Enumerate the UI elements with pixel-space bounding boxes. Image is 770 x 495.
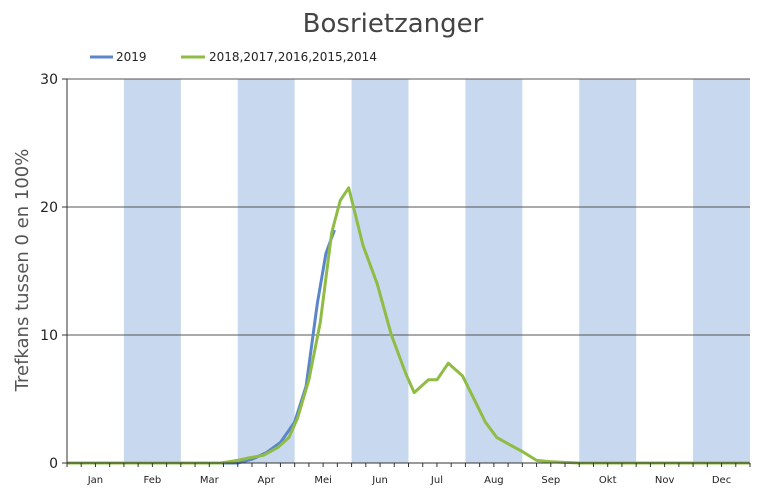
x-tick-label-jan: Jan — [87, 475, 103, 486]
x-tick-label-dec: Dec — [712, 475, 731, 486]
band-okt — [579, 79, 637, 463]
y-tick-label-0: 0 — [49, 456, 58, 472]
x-tick-label-aug: Aug — [484, 475, 504, 486]
axes — [62, 78, 751, 467]
x-tick-label-jun: Jun — [371, 475, 388, 486]
y-tick-label-20: 20 — [40, 200, 58, 216]
band-aug — [465, 79, 523, 463]
month-bands — [123, 79, 750, 463]
x-tick-label-apr: Apr — [258, 475, 276, 486]
band-jun — [351, 79, 409, 463]
legend-label-2019: 2019 — [116, 50, 147, 64]
series-lines — [67, 186, 750, 465]
x-tick-labels: Jan Feb Mar Apr Mei Jun Jul Aug Sep Okt Nov Dec — [87, 475, 731, 486]
chart-title: Bosrietzanger — [303, 9, 484, 39]
band-apr — [237, 79, 295, 463]
x-tick-label-sep: Sep — [541, 475, 560, 486]
x-tick-label-mar: Mar — [200, 475, 220, 486]
legend-label-multi-year: 2018,2017,2016,2015,2014 — [209, 50, 377, 64]
y-tick-labels: 0 10 20 30 — [40, 72, 58, 472]
x-tick-label-jul: Jul — [430, 475, 443, 486]
x-tick-label-okt: Okt — [599, 475, 617, 486]
gridlines — [67, 78, 750, 336]
y-tick-label-30: 30 — [40, 72, 58, 88]
series-line-1 — [67, 186, 750, 465]
x-tick-label-feb: Feb — [144, 475, 162, 486]
band-feb — [123, 79, 181, 463]
y-tick-label-10: 10 — [40, 328, 58, 344]
series-line-0 — [67, 229, 336, 465]
x-tick-label-nov: Nov — [655, 475, 675, 486]
y-axis-label: Trefkans tussen 0 en 100% — [12, 149, 33, 393]
x-tick-label-mei: Mei — [314, 475, 332, 486]
band-dec — [693, 79, 750, 463]
legend: 2019 2018,2017,2016,2015,2014 — [90, 50, 377, 64]
